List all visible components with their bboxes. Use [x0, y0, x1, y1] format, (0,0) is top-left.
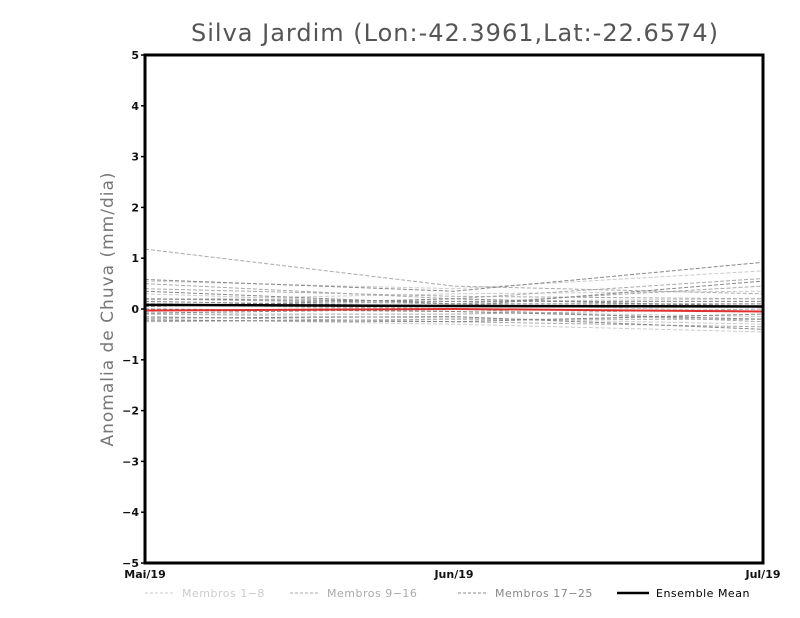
- series-line-15: [144, 288, 764, 300]
- y-tick-label-6: −1: [122, 354, 139, 367]
- x-ticks: Mai/19 Jun/19 Jul/19: [124, 568, 780, 581]
- x-tick-label-1: Jun/19: [433, 568, 473, 581]
- series-layer: [144, 248, 764, 333]
- series-line-18: [144, 316, 764, 330]
- series-line-16: [144, 261, 764, 292]
- y-tick-label-3: 2: [131, 201, 139, 214]
- y-tick-label-8: −3: [122, 455, 139, 468]
- series-line-21: [144, 298, 763, 302]
- series-line-1: [144, 290, 764, 301]
- legend-label-3: Ensemble Mean: [656, 587, 750, 600]
- y-ticks: 5 4 3 2 1 0 −1 −2 −3 −4 −5: [122, 49, 145, 570]
- legend: Membros 1−8 Membros 9−16 Membros 17−25 Ense…: [145, 587, 750, 600]
- series-line-25: [144, 303, 764, 308]
- series-line-14: [145, 308, 764, 315]
- series-line-2: [144, 313, 764, 325]
- series-line-26: [144, 307, 764, 313]
- series-line-8: [144, 248, 764, 295]
- legend-label-2: Membros 17−25: [495, 587, 593, 600]
- y-tick-label-4: 1: [131, 252, 139, 265]
- series-line-23: [144, 290, 763, 305]
- y-tick-label-2: 3: [131, 151, 139, 164]
- chart-title: Silva Jardim (Lon:-42.3961,Lat:-22.6574): [191, 19, 719, 47]
- y-tick-label-7: −2: [122, 405, 139, 418]
- y-tick-label-10: −5: [122, 557, 139, 570]
- legend-label-0: Membros 1−8: [182, 587, 265, 600]
- y-tick-label-1: 4: [131, 100, 139, 113]
- y-tick-label-9: −4: [122, 506, 139, 519]
- series-line-20: [144, 313, 764, 323]
- series-line-19: [144, 298, 764, 307]
- series-line-0: [144, 270, 764, 290]
- y-tick-label-5: 0: [131, 303, 139, 316]
- legend-label-1: Membros 9−16: [327, 587, 417, 600]
- y-tick-label-0: 5: [131, 49, 139, 62]
- x-tick-label-2: Jul/19: [744, 568, 780, 581]
- y-axis-label: Anomalia de Chuva (mm/dia): [98, 171, 118, 446]
- x-tick-label-0: Mai/19: [124, 568, 165, 581]
